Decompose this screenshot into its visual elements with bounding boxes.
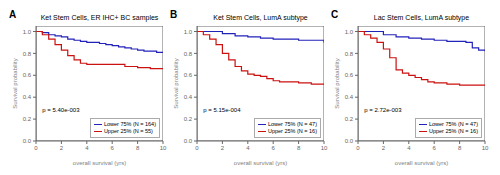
svg-text:0: 0 [356, 145, 360, 151]
svg-text:0.4: 0.4 [23, 94, 32, 100]
svg-text:overall survival (yrs): overall survival (yrs) [73, 160, 126, 166]
svg-text:6: 6 [433, 145, 437, 151]
svg-text:Survival probability: Survival probability [334, 58, 340, 108]
svg-text:1.0: 1.0 [23, 29, 32, 35]
svg-text:10: 10 [321, 145, 328, 151]
svg-text:6: 6 [111, 145, 115, 151]
html-text:C: C [331, 9, 339, 20]
svg-text:10: 10 [160, 145, 167, 151]
html-text:Lower 75% (N = 47): Lower 75% (N = 47) [428, 121, 478, 127]
html-text:Upper 25% (N = 55): Upper 25% (N = 55) [103, 128, 153, 134]
svg-text:6: 6 [272, 145, 276, 151]
svg-text:0: 0 [195, 145, 199, 151]
svg-text:0.8: 0.8 [345, 51, 354, 57]
html-text:B: B [170, 9, 178, 20]
html-text:Lower 75% (N = 164): Lower 75% (N = 164) [103, 121, 156, 127]
html-text:Upper 25% (N = 16): Upper 25% (N = 16) [267, 128, 317, 134]
svg-text:0.0: 0.0 [184, 138, 193, 144]
svg-text:Survival probability: Survival probability [173, 58, 179, 108]
svg-text:0.6: 0.6 [23, 72, 32, 78]
svg-text:0.2: 0.2 [23, 116, 32, 122]
svg-text:2: 2 [221, 145, 225, 151]
svg-text:4: 4 [85, 145, 89, 151]
svg-text:overall survival (yrs): overall survival (yrs) [395, 160, 448, 166]
html-text:p = 2.72e-003: p = 2.72e-003 [364, 106, 402, 113]
html-text:p = 5.15e-004: p = 5.15e-004 [203, 106, 241, 113]
svg-text:0.4: 0.4 [345, 94, 354, 100]
html-text:Ket Stem Cells, ER IHC+ BC sam: Ket Stem Cells, ER IHC+ BC samples [40, 14, 159, 21]
svg-text:8: 8 [297, 145, 301, 151]
svg-text:0.4: 0.4 [184, 94, 193, 100]
svg-text:overall survival (yrs): overall survival (yrs) [234, 160, 287, 166]
svg-text:0.6: 0.6 [345, 72, 354, 78]
svg-text:0.6: 0.6 [184, 72, 193, 78]
svg-text:0.8: 0.8 [23, 51, 32, 57]
svg-text:1.0: 1.0 [345, 29, 354, 35]
svg-text:2: 2 [60, 145, 64, 151]
svg-text:1.0: 1.0 [184, 29, 193, 35]
svg-text:8: 8 [136, 145, 140, 151]
svg-text:4: 4 [246, 145, 250, 151]
html-text:Lac Stem Cells, LumA subtype: Lac Stem Cells, LumA subtype [373, 14, 470, 21]
svg-text:0.8: 0.8 [184, 51, 193, 57]
svg-text:8: 8 [458, 145, 462, 151]
svg-text:4: 4 [407, 145, 411, 151]
html-text:p = 5.40e-003: p = 5.40e-003 [42, 106, 80, 113]
svg-text:0.0: 0.0 [345, 138, 354, 144]
html-text:Lower 75% (N = 47): Lower 75% (N = 47) [267, 121, 317, 127]
svg-text:10: 10 [482, 145, 489, 151]
html-text:Upper 25% (N = 16): Upper 25% (N = 16) [428, 128, 478, 134]
svg-text:Survival probability: Survival probability [12, 58, 18, 108]
svg-text:0.2: 0.2 [345, 116, 354, 122]
svg-text:2: 2 [382, 145, 386, 151]
svg-text:0: 0 [34, 145, 38, 151]
svg-text:0.0: 0.0 [23, 138, 32, 144]
svg-text:0.2: 0.2 [184, 116, 193, 122]
html-text:Ket Stem Cells, LumA subtype: Ket Stem Cells, LumA subtype [213, 14, 308, 21]
html-text:A: A [9, 9, 17, 20]
